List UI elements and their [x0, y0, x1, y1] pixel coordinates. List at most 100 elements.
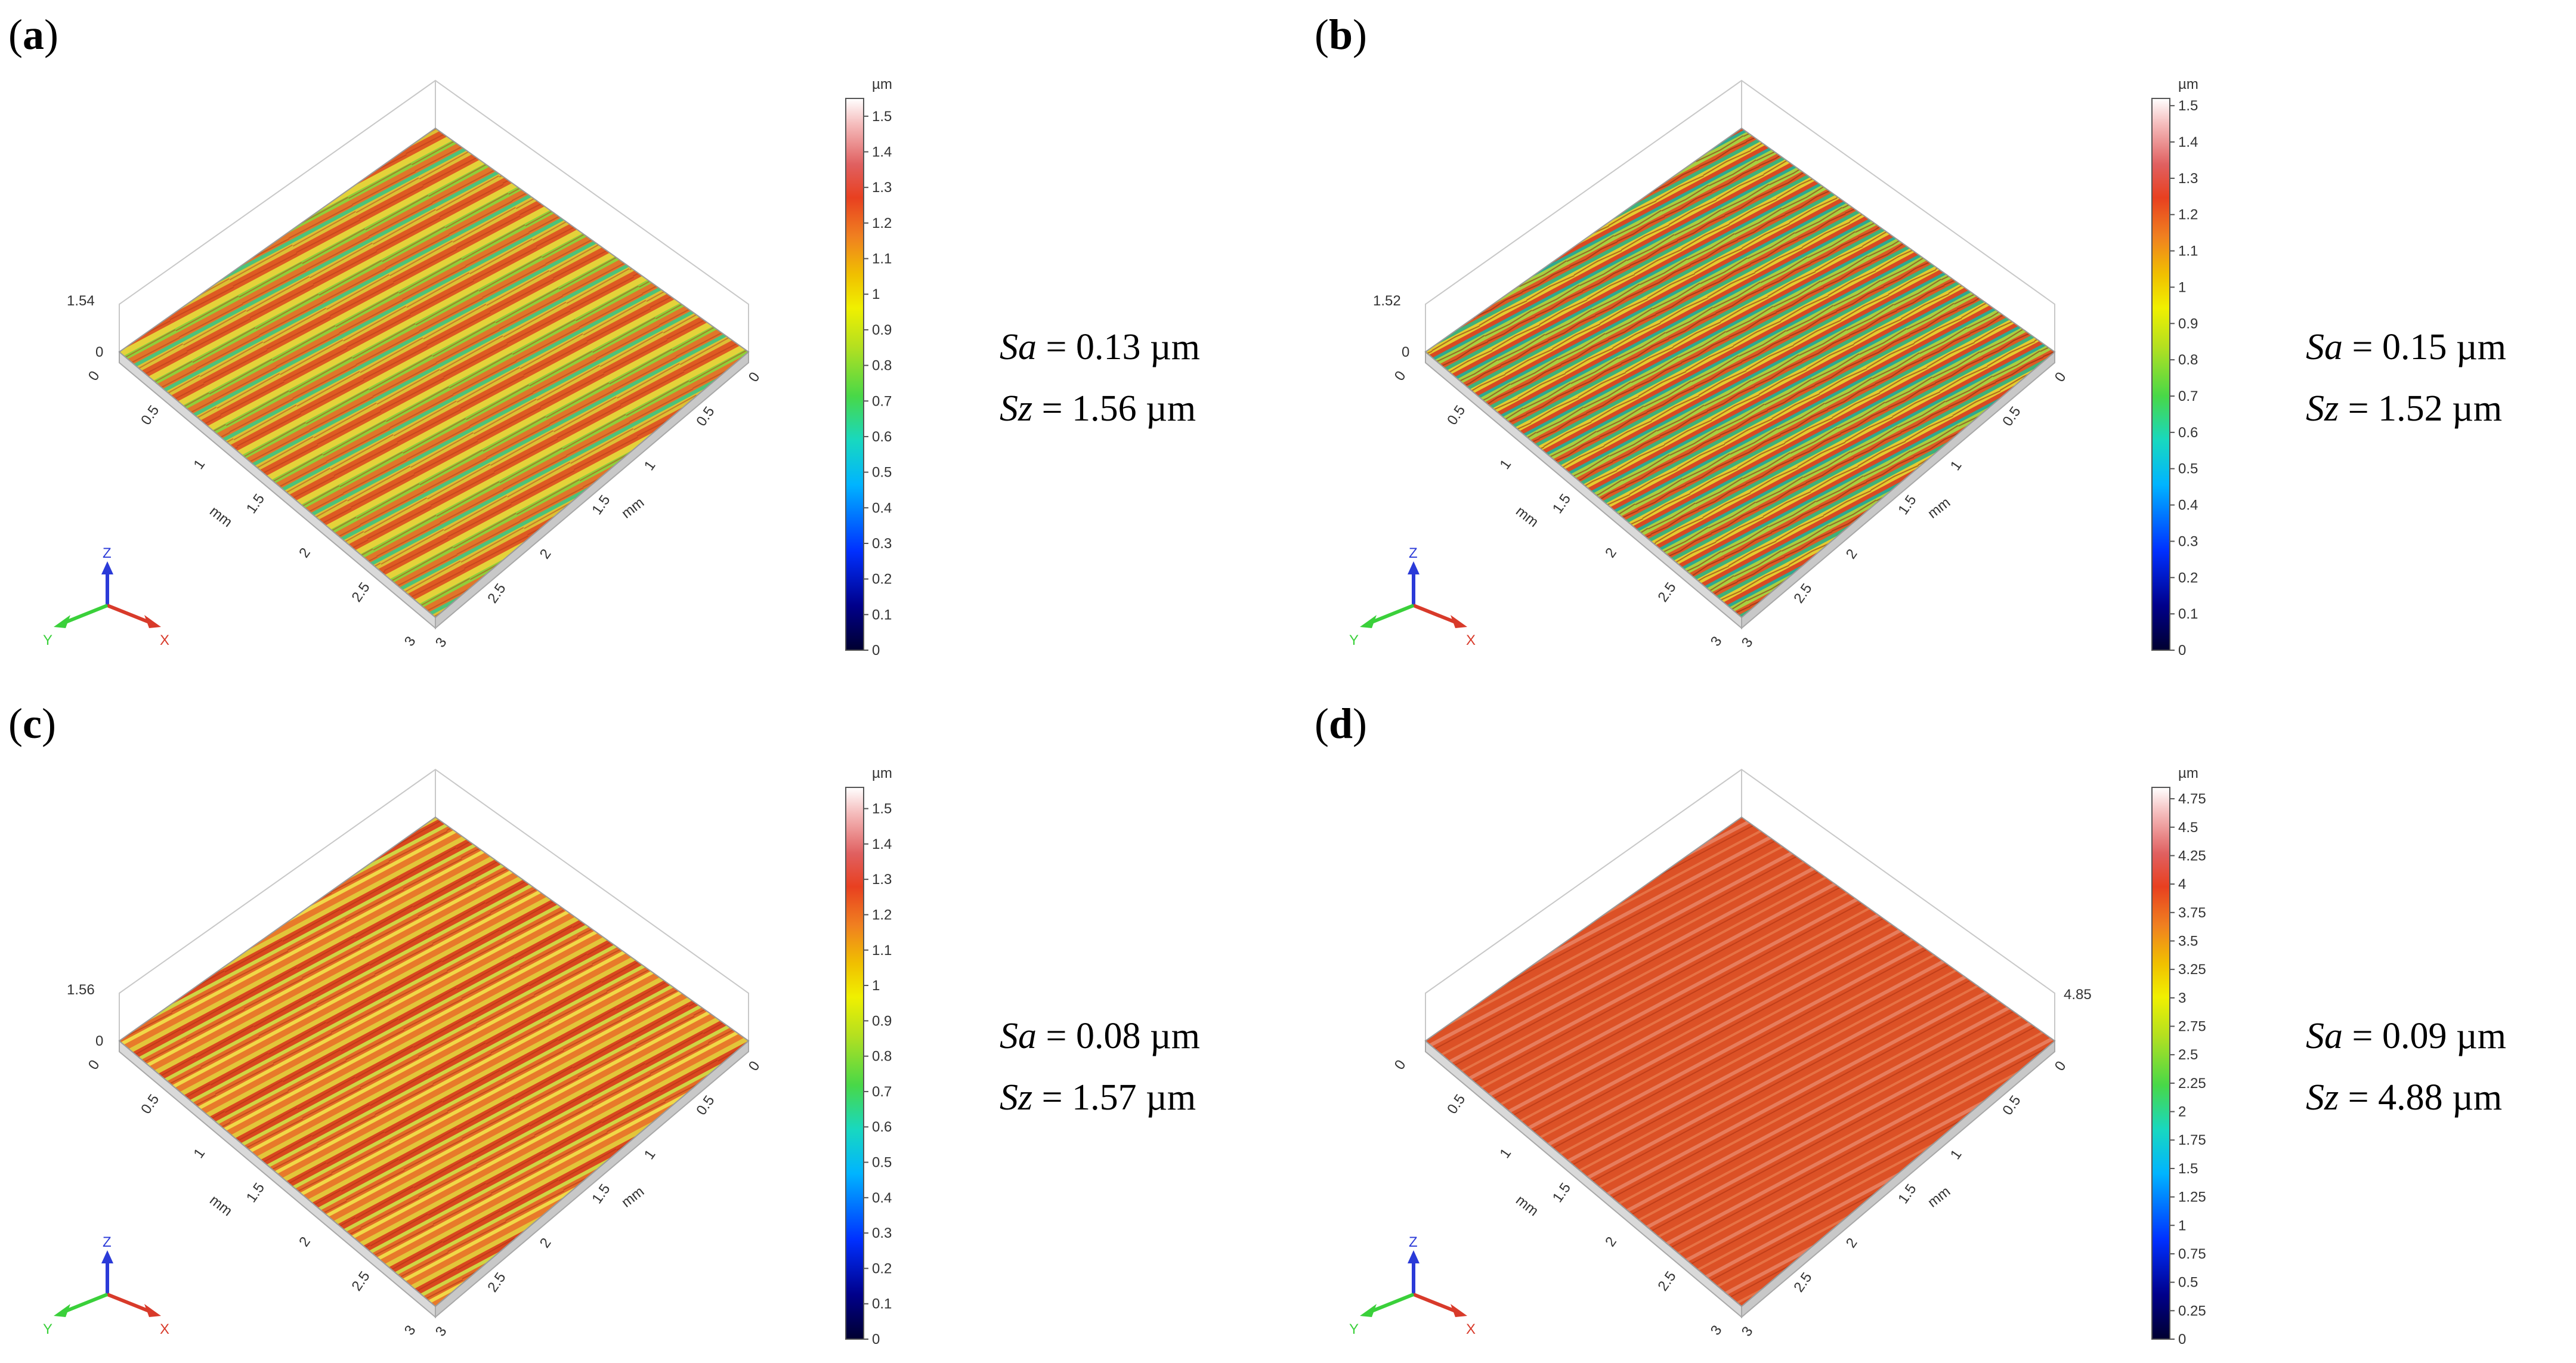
colorbar-tick-label: 1: [872, 286, 880, 302]
colorbar-tick-label: 0.5: [2178, 461, 2198, 477]
z-max-label: 1.54: [67, 293, 95, 309]
axis-x-tick: 3: [432, 1324, 450, 1339]
colorbar: µm 0 0.1 0.2 0.3 0.4 0.5 0.6 0.7 0.8 0.9 1 1.1 1.2 1.3…: [845, 765, 892, 1347]
axis-x-tick: 1: [1947, 1146, 1965, 1162]
sa-value: Sa = 0.08 µm: [1000, 1016, 1200, 1056]
axis-triad: Z X Y: [43, 545, 169, 648]
colorbar-tick-label: 1.25: [2178, 1189, 2206, 1206]
colorbar-tick-label: 1: [2178, 279, 2186, 295]
colorbar-tick-label: 1.1: [2178, 243, 2198, 259]
height-map-surface: [1424, 816, 2056, 1308]
surface-plot: 4.85 0 0.5 1 1.5 2 2.5 3 0 0.5 1 1.5 2 2.5 3 mm mm: [1391, 768, 2092, 1339]
colorbar-tick-label: 3.75: [2178, 905, 2206, 921]
colorbar-tick-label: 1.2: [872, 215, 892, 231]
triad-z-label: Z: [103, 545, 112, 561]
axis-triad: Z X Y: [43, 1234, 169, 1337]
panel-d: (d) 4.85 0 0.5 1 1.5 2 2.5 3 0 0.5 1 1.5 2 2.5 3 mm mm Z X Y…: [1315, 700, 2506, 1347]
axis-x-tick: 2.5: [1790, 1269, 1815, 1295]
sz-value: Sz = 1.56 µm: [1000, 388, 1196, 429]
colorbar-tick-label: 1.75: [2178, 1132, 2206, 1148]
axis-x-tick: 0.5: [1999, 1093, 2024, 1118]
axis-x-unit: mm: [1925, 1183, 1953, 1211]
surface-plot: 1.56 0 0 0.5 1 1.5 2 2.5 3 0 0.5 1 1.5 2 2.5 3 mm mm: [67, 768, 763, 1339]
colorbar-tick-label: 0: [2178, 1331, 2186, 1347]
colorbar-gradient: [845, 98, 864, 651]
colorbar-tick-label: 3: [2178, 990, 2186, 1006]
triad-z-arrow: [101, 1250, 113, 1263]
colorbar-tick-label: 0.8: [872, 1049, 892, 1065]
sz-value: Sz = 1.57 µm: [1000, 1077, 1196, 1118]
axis-y-tick: 0.5: [1444, 403, 1468, 428]
triad-y-label: Y: [43, 632, 52, 648]
axis-x-unit: mm: [619, 1183, 647, 1211]
z-zero-label: 0: [1402, 344, 1409, 360]
triad-y-arrow: [1360, 615, 1377, 628]
sz-value: Sz = 4.88 µm: [2306, 1077, 2502, 1118]
axis-x-tick: 0.5: [693, 404, 718, 429]
colorbar-tick-label: 1.3: [2178, 171, 2198, 187]
colorbar-tick-label: 0.7: [2178, 388, 2198, 404]
triad-x-arrow: [1451, 1304, 1467, 1317]
colorbar-tick-label: 2.75: [2178, 1019, 2206, 1035]
z-max-label: 1.56: [67, 982, 95, 998]
axis-y-tick: 3: [1708, 633, 1725, 649]
axis-y-unit: mm: [1513, 503, 1541, 530]
colorbar-tick-label: 4.5: [2178, 820, 2198, 836]
triad-z-label: Z: [1409, 545, 1418, 561]
axis-x-tick: 3: [1739, 635, 1756, 650]
z-zero-label: 0: [95, 344, 103, 360]
colorbar-tick-label: 3.25: [2178, 962, 2206, 978]
colorbar-tick-label: 1: [2178, 1217, 2186, 1234]
panel-label: (d): [1315, 700, 1367, 747]
axis-y-tick: 2: [296, 1234, 314, 1250]
axis-x-tick: 2.5: [1790, 580, 1815, 606]
colorbar-tick-label: 1.1: [872, 942, 892, 959]
z-max-label: 4.85: [2064, 987, 2092, 1003]
axis-y-tick: 3: [401, 633, 419, 649]
axis-x-tick: 1: [1947, 458, 1965, 473]
colorbar: µm 0 0.25 0.5 0.75 1 1.25 1.5 1.75 2 2.25 2.5 2.75 3 3…: [2151, 765, 2206, 1347]
colorbar-tick-label: 0.9: [872, 322, 892, 338]
axis-y-tick: 0: [85, 368, 103, 384]
axis-x-tick: 0: [746, 369, 763, 385]
sa-value: Sa = 0.13 µm: [1000, 327, 1200, 367]
axis-y-tick: 3: [1708, 1322, 1725, 1338]
colorbar-tick-label: 0.2: [872, 571, 892, 588]
sa-value: Sa = 0.09 µm: [2306, 1016, 2506, 1056]
colorbar-tick-label: 0.2: [872, 1260, 892, 1277]
colorbar-tick-label: 0.7: [872, 1084, 892, 1100]
panel-label: (b): [1315, 11, 1367, 58]
colorbar-tick-label: 0.8: [2178, 352, 2198, 368]
colorbar-tick-label: 1.4: [872, 836, 892, 852]
axis-x-tick: 2.5: [484, 580, 509, 606]
axis-y-tick: 1: [1496, 456, 1514, 472]
colorbar-tick-label: 1.1: [872, 251, 892, 267]
axis-y-tick: 2: [1602, 545, 1620, 561]
axis-y-tick: 3: [401, 1322, 419, 1338]
axis-y-tick: 1: [190, 456, 208, 472]
axis-x-tick: 0.5: [693, 1093, 718, 1118]
axis-x-tick: 2: [537, 1235, 555, 1251]
triad-z-label: Z: [103, 1234, 112, 1250]
colorbar-tick-label: 0.6: [2178, 425, 2198, 441]
triad-x-arrow: [144, 1304, 161, 1317]
colorbar-tick-label: 0: [872, 1331, 880, 1347]
axis-x-tick: 1.5: [1895, 492, 1919, 518]
axis-y-tick: 1.5: [243, 1180, 268, 1206]
axis-y-tick: 0.5: [138, 1092, 162, 1117]
axis-x-tick: 0.5: [1999, 404, 2024, 429]
axis-x-tick: 1: [641, 1146, 659, 1162]
triad-x-label: X: [160, 1321, 169, 1337]
panel-label: (a): [8, 11, 58, 58]
axis-y-unit: mm: [206, 1192, 235, 1219]
colorbar-tick-label: 0.6: [872, 429, 892, 445]
colorbar-tick-label: 1.2: [872, 907, 892, 923]
triad-x-axis: [1412, 1293, 1456, 1313]
sz-value: Sz = 1.52 µm: [2306, 388, 2502, 429]
triad-y-arrow: [54, 615, 70, 628]
triad-z-arrow: [1408, 561, 1420, 574]
axis-y-tick: 2.5: [348, 1268, 373, 1294]
triad-y-axis: [1371, 1293, 1415, 1313]
colorbar-tick-label: 1.5: [872, 109, 892, 125]
